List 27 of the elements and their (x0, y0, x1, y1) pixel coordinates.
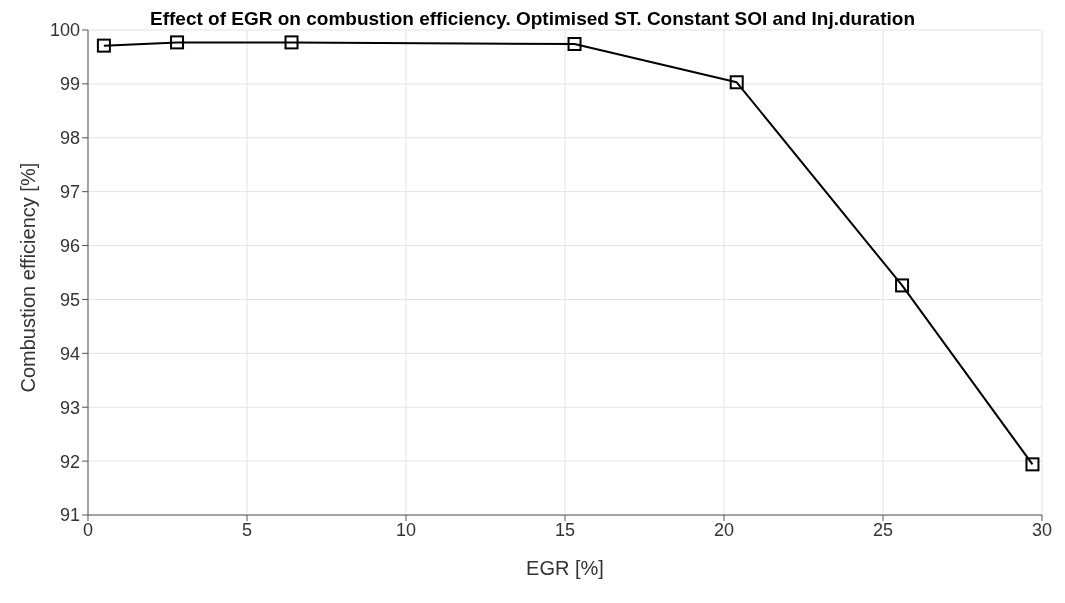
chart-title: Effect of EGR on combustion efficiency. Optimised ST. Constant SOI and Inj.duration (150, 8, 915, 29)
x-axis-title: EGR [%] (526, 557, 604, 579)
x-tick-label: 20 (713, 519, 735, 540)
point (96, 38, 111, 53)
x-tick-label: 5 (241, 519, 253, 540)
y-tick-label: 96 (59, 235, 80, 256)
point (170, 35, 185, 50)
y-tick-label: 94 (59, 343, 80, 364)
y-tick-label: 93 (59, 397, 80, 418)
y-tick-label: 91 (59, 505, 80, 526)
y-tick-label: 99 (59, 74, 80, 95)
point (567, 37, 582, 52)
point (729, 75, 744, 90)
x-tick-label: 30 (1031, 519, 1053, 540)
y-tick-label: 98 (59, 128, 80, 149)
x-tick-label: 15 (554, 519, 576, 540)
x-tick-label: 0 (82, 519, 94, 540)
x-tick-label: 25 (872, 519, 894, 540)
x-tick-label: 10 (395, 519, 417, 540)
point (1025, 457, 1040, 472)
y-tick-label: 97 (59, 182, 80, 203)
y-tick-label: 92 (59, 451, 80, 472)
y-tick-label: 100 (49, 20, 80, 41)
point (284, 35, 299, 50)
y-tick-label: 95 (59, 289, 80, 310)
y-axis-title: Combustion efficiency [%] (17, 162, 40, 393)
point (895, 278, 910, 293)
